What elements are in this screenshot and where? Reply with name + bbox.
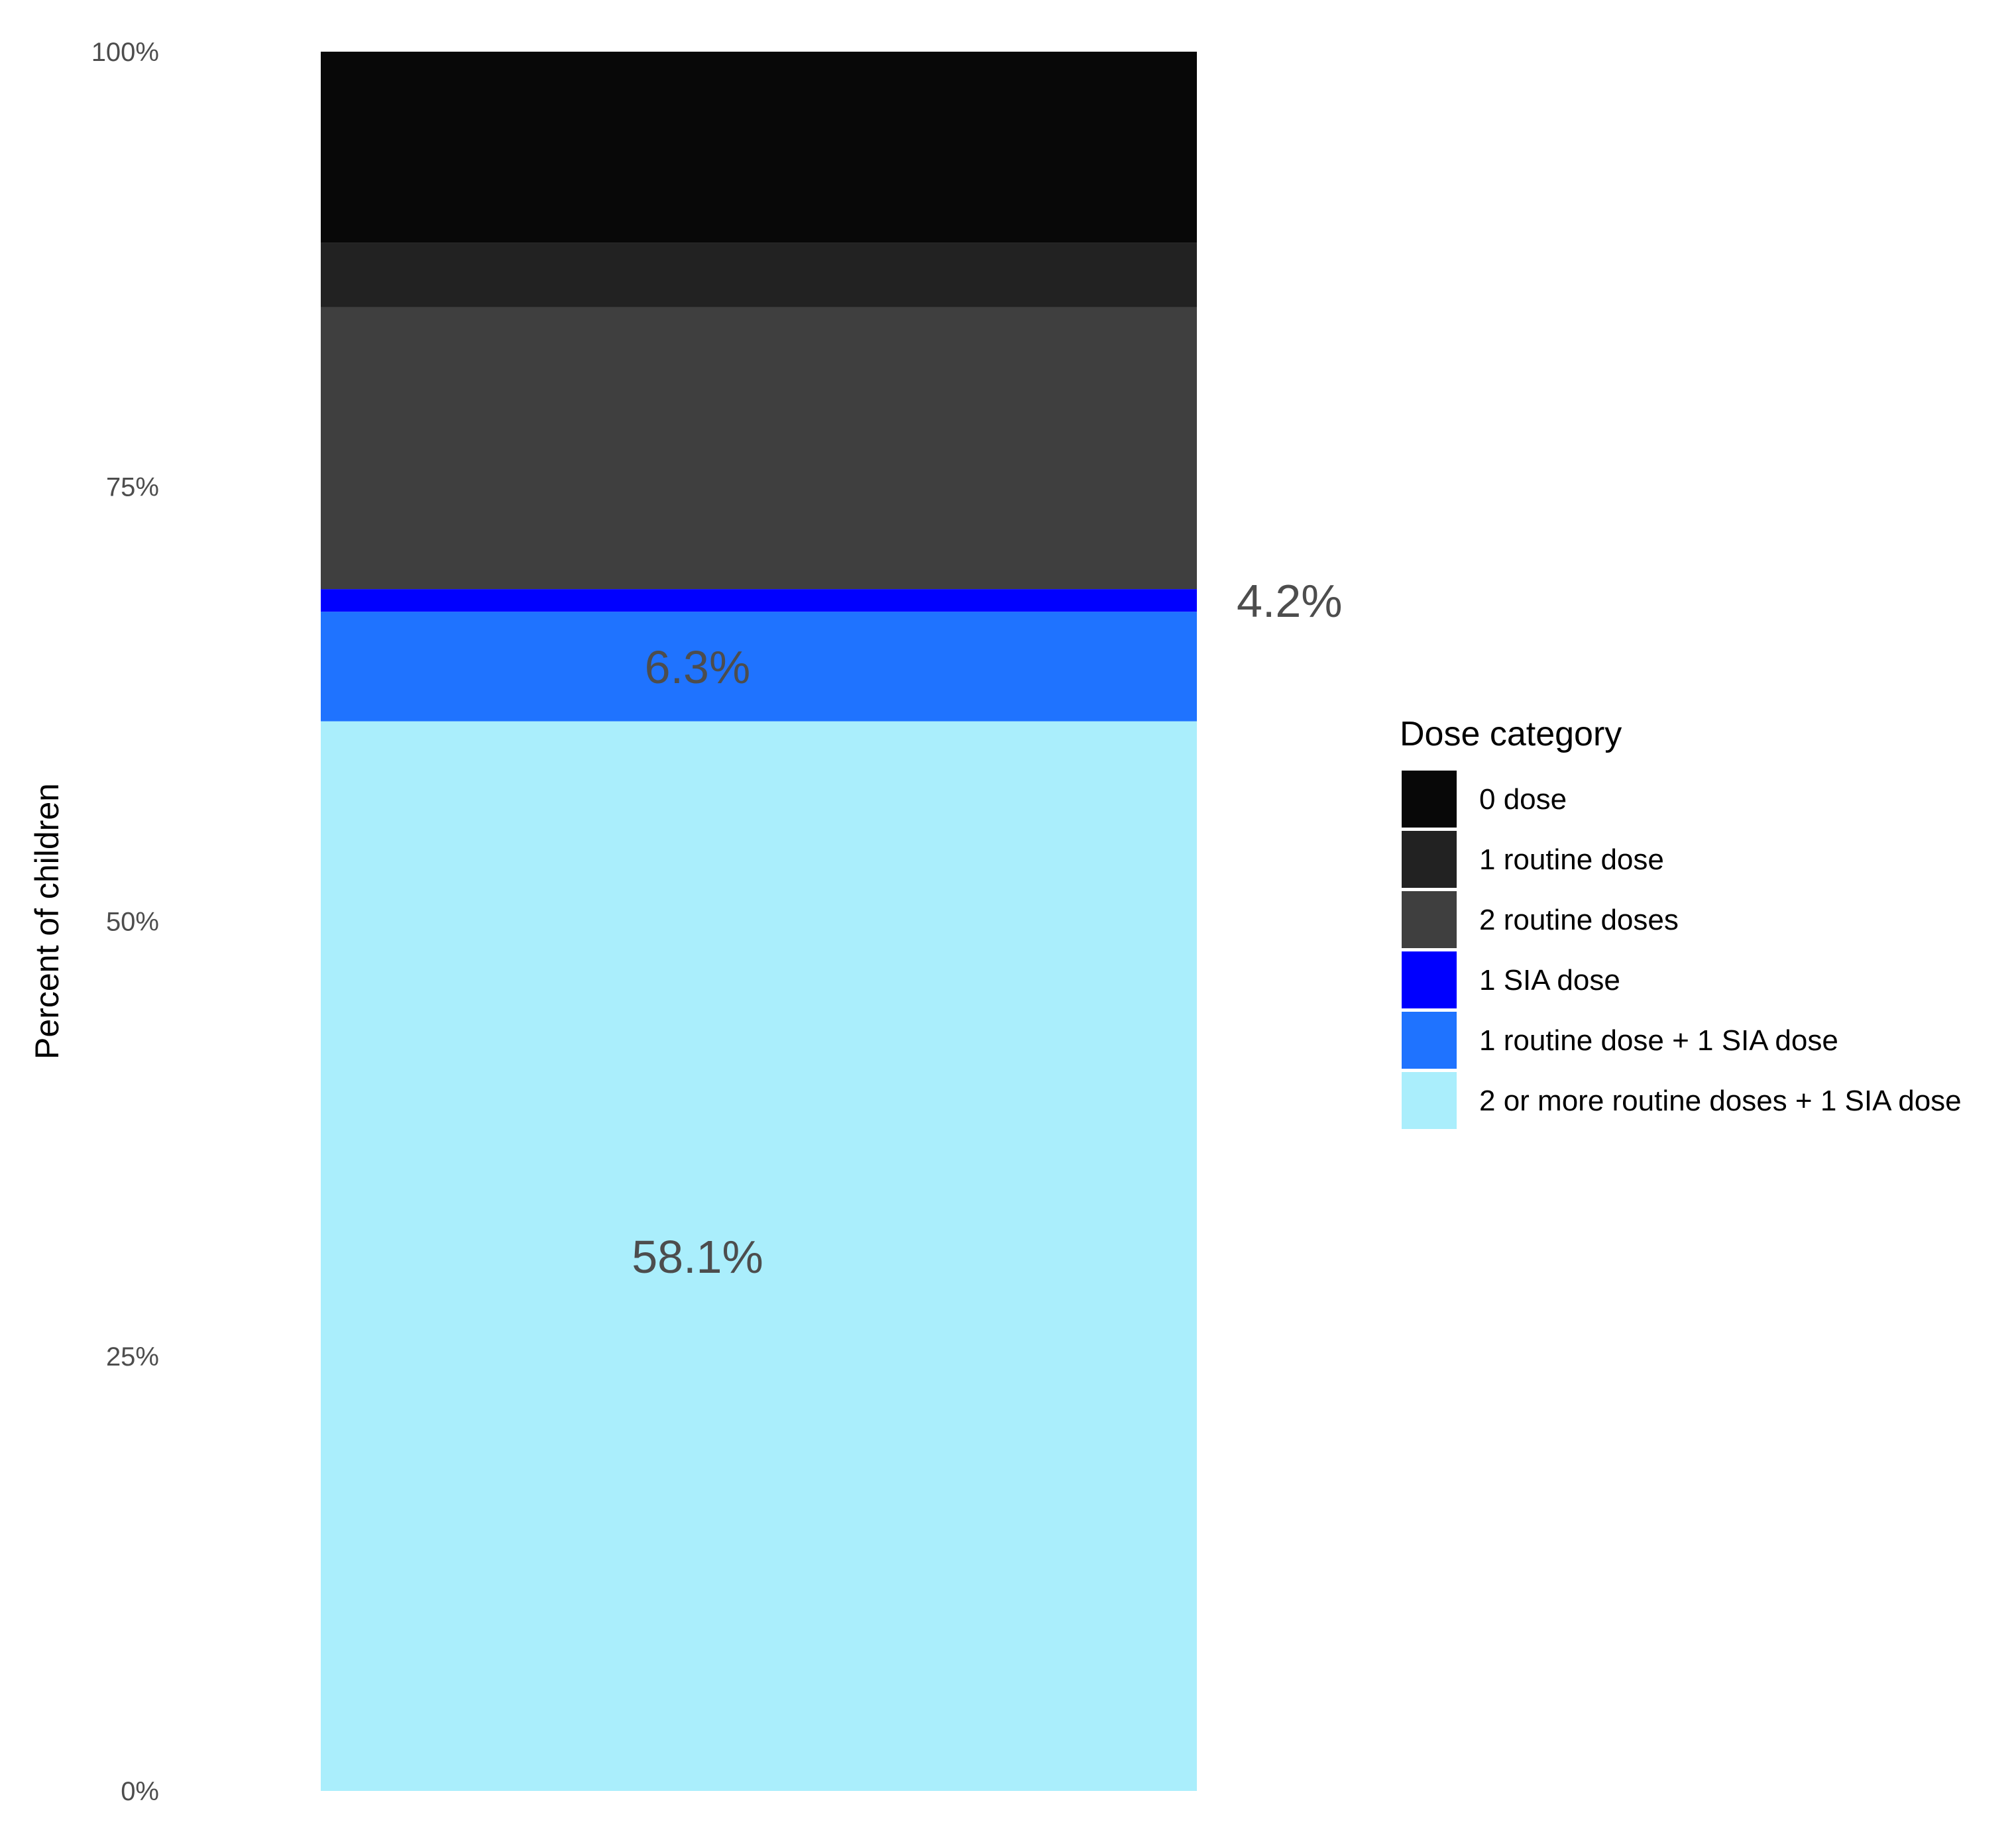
y-tick-label: 75% [106, 472, 159, 502]
data-labels: 58.1% 6.3% 4.2% [632, 575, 1342, 1283]
data-label: 58.1% [632, 1231, 763, 1283]
legend-label: 2 or more routine doses + 1 SIA dose [1479, 1085, 1962, 1117]
legend-label: 0 dose [1479, 783, 1567, 816]
legend-label: 2 routine doses [1479, 904, 1679, 936]
legend-swatch [1402, 771, 1457, 828]
y-tick-label: 0% [121, 1777, 159, 1806]
y-axis-title: Percent of children [28, 783, 66, 1059]
legend-title: Dose category [1400, 715, 1622, 753]
legend-label: 1 routine dose + 1 SIA dose [1479, 1024, 1838, 1057]
bar-segment [321, 721, 1197, 1791]
y-tick-label: 100% [91, 38, 159, 67]
y-axis-ticks: 0% 25% 50% 75% 100% [91, 38, 159, 1806]
legend-swatch [1402, 1072, 1457, 1129]
bar-segment [321, 307, 1197, 590]
bar-segment [321, 589, 1197, 612]
bar-stack [321, 52, 1197, 1791]
legend-label: 1 routine dose [1479, 843, 1664, 876]
data-label: 4.2% [1237, 575, 1343, 627]
legend-swatch [1402, 831, 1457, 888]
legend-items: 0 dose 1 routine dose 2 routine doses 1 SIA… [1402, 771, 1962, 1129]
bar-segment [321, 612, 1197, 722]
y-tick-label: 25% [106, 1342, 159, 1372]
legend-label: 1 SIA dose [1479, 964, 1620, 997]
bar-segment [321, 52, 1197, 243]
bar-segment [321, 242, 1197, 307]
legend: Dose category 0 dose 1 routine dose 2 rout… [1400, 715, 1962, 1129]
legend-swatch [1402, 1012, 1457, 1069]
legend-swatch [1402, 951, 1457, 1008]
y-tick-label: 50% [106, 908, 159, 937]
legend-swatch [1402, 891, 1457, 948]
data-label: 6.3% [645, 641, 751, 693]
